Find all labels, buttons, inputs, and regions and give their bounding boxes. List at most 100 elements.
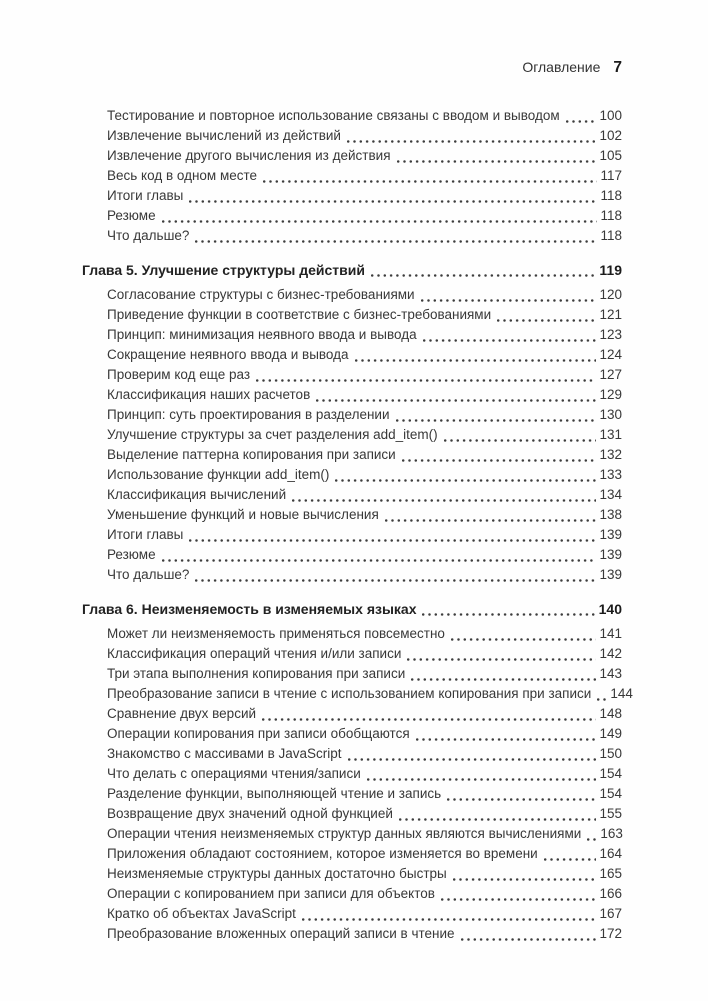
toc-entry-row: Тестирование и повторное использование с… (82, 106, 622, 126)
toc-entry-row: Согласование структуры с бизнес-требован… (82, 285, 622, 305)
toc-entry-page: 166 (599, 886, 622, 901)
toc-entry-title: Согласование структуры с бизнес-требован… (107, 287, 415, 302)
toc-entry-row: Что дальше? 139 (82, 565, 622, 585)
toc-entry-row: Операции копирования при записи обобщают… (82, 724, 622, 744)
dot-leader (452, 877, 597, 881)
toc-entry-row: Принцип: суть проектирования в разделени… (82, 405, 622, 425)
dot-leader (422, 612, 596, 616)
dot-leader (189, 538, 597, 542)
dot-leader (161, 219, 597, 223)
toc-entry-title: Глава 6. Неизменяемость в изменяемых язы… (82, 601, 417, 617)
toc-entry-row: Приведение функции в соответствие с бизн… (82, 305, 622, 325)
toc-entry-page: 139 (599, 527, 622, 542)
toc-entry-row: Знакомство с массивами в JavaScript 150 (82, 744, 622, 764)
toc-entry-row: Преобразование вложенных операций записи… (82, 924, 622, 944)
dot-leader (301, 917, 597, 921)
toc-entry-title: Что дальше? (107, 567, 190, 582)
toc-entry-title: Может ли неизменяемость применяться повс… (107, 626, 445, 641)
toc-entry-page: 120 (599, 287, 622, 302)
toc-entry-page: 118 (600, 188, 622, 203)
toc-entry-page: 105 (599, 148, 622, 163)
dot-leader (395, 418, 597, 422)
toc-entry-page: 165 (599, 866, 622, 881)
toc-entry-page: 144 (610, 686, 633, 701)
toc-entry-page: 123 (599, 327, 622, 342)
toc-entry-page: 139 (599, 567, 622, 582)
page-number: 7 (613, 59, 622, 76)
toc-entry-page: 117 (600, 168, 622, 183)
toc-entry-title: Принцип: минимизация неявного ввода и вы… (107, 327, 417, 342)
dot-leader (411, 677, 597, 681)
running-header-title: Оглавление (522, 59, 601, 75)
toc-entry-page: 127 (599, 367, 622, 382)
toc-entry-page: 139 (599, 547, 622, 562)
toc-entry-title: Резюме (107, 208, 156, 223)
toc-entry-row: Операции чтения неизменяемых структур да… (82, 824, 623, 844)
toc-entry-title: Операции с копированием при записи для о… (107, 886, 435, 901)
toc-entry-title: Операции копирования при записи обобщают… (107, 726, 410, 741)
dot-leader (335, 478, 597, 482)
toc-entry-page: 154 (599, 786, 622, 801)
toc-entry-row: Разделение функции, выполняющей чтение и… (82, 784, 622, 804)
toc-entry-title: Классификация вычислений (107, 487, 287, 502)
toc-entry-page: 172 (599, 926, 622, 941)
toc-entry-row: Выделение паттерна копирования при запис… (82, 445, 622, 465)
dot-leader (420, 298, 597, 302)
toc-entry-title: Приведение функции в соответствие с бизн… (107, 307, 492, 322)
toc-entry-page: 155 (599, 806, 622, 821)
toc-entry-row: Извлечение другого вычисления из действи… (82, 146, 622, 166)
toc-entry-title: Классификация операций чтения и/или запи… (107, 646, 402, 661)
dot-leader (189, 199, 597, 203)
toc-entry-title: Тестирование и повторное использование с… (107, 108, 560, 123)
toc-entry-title: Что дальше? (107, 228, 190, 243)
dot-leader (447, 797, 597, 801)
toc-entry-row: Итоги главы 118 (82, 186, 622, 206)
dot-leader (497, 318, 597, 322)
dot-leader (415, 737, 597, 741)
toc-entry-page: 149 (599, 726, 622, 741)
toc-entry-title: Неизменяемые структуры данных достаточно… (107, 866, 447, 881)
dot-leader (316, 398, 597, 402)
toc-entry-page: 140 (598, 601, 622, 617)
toc-entry-page: 133 (599, 467, 622, 482)
toc-entry-title: Глава 5. Улучшение структуры действий (82, 262, 365, 278)
toc-entry-page: 131 (599, 427, 622, 442)
toc-entry-row: Классификация наших расчетов 129 (82, 385, 622, 405)
dot-leader (460, 937, 597, 941)
dot-leader (370, 273, 597, 277)
toc-entry-title: Преобразование вложенных операций записи… (107, 926, 455, 941)
toc-entry-row: Извлечение вычислений из действий 102 (82, 126, 622, 146)
toc-entry-row: Что дальше? 118 (82, 226, 622, 246)
toc-entry-page: 142 (599, 646, 622, 661)
toc-entry-page: 167 (599, 906, 622, 921)
toc-entry-page: 134 (599, 487, 622, 502)
toc-entry-page: 130 (599, 407, 622, 422)
toc-entry-title: Использование функции add_item() (107, 467, 330, 482)
dot-leader (565, 119, 597, 123)
toc-entry-title: Разделение функции, выполняющей чтение и… (107, 786, 442, 801)
toc-entry-title: Приложения обладают состоянием, которое … (107, 846, 538, 861)
dot-leader (543, 857, 597, 861)
toc-entry-page: 118 (600, 228, 622, 243)
toc-entry-row: Улучшение структуры за счет разделения a… (82, 425, 622, 445)
dot-leader (440, 897, 597, 901)
toc-entry-title: Уменьшение функций и новые вычисления (107, 507, 379, 522)
running-header: Оглавление 7 (522, 59, 622, 77)
toc-entry-title: Резюме (107, 547, 156, 562)
dot-leader (401, 458, 597, 462)
toc-entry-row: Сравнение двух версий 148 (82, 704, 622, 724)
toc-entry-title: Итоги главы (107, 188, 184, 203)
toc-entry-row: Проверим код еще раз 127 (82, 365, 622, 385)
toc-entry-row: Что делать с операциями чтения/записи 15… (82, 764, 622, 784)
toc-entry-row: Кратко об объектах JavaScript 167 (82, 904, 622, 924)
toc-chapter-row: Глава 6. Неизменяемость в изменяемых язы… (82, 599, 622, 619)
toc-entry-title: Сокращение неявного ввода и вывода (107, 347, 349, 362)
toc-entry-title: Кратко об объектах JavaScript (107, 906, 296, 921)
toc-entry-title: Три этапа выполнения копирования при зап… (107, 666, 406, 681)
toc-entry-row: Приложения обладают состоянием, которое … (82, 844, 622, 864)
toc-entry-title: Весь код в одном месте (107, 168, 258, 183)
toc-entry-title: Преобразование записи в чтение с использ… (107, 686, 592, 701)
toc-entry-title: Улучшение структуры за счет разделения a… (107, 427, 438, 442)
dot-leader (366, 777, 597, 781)
